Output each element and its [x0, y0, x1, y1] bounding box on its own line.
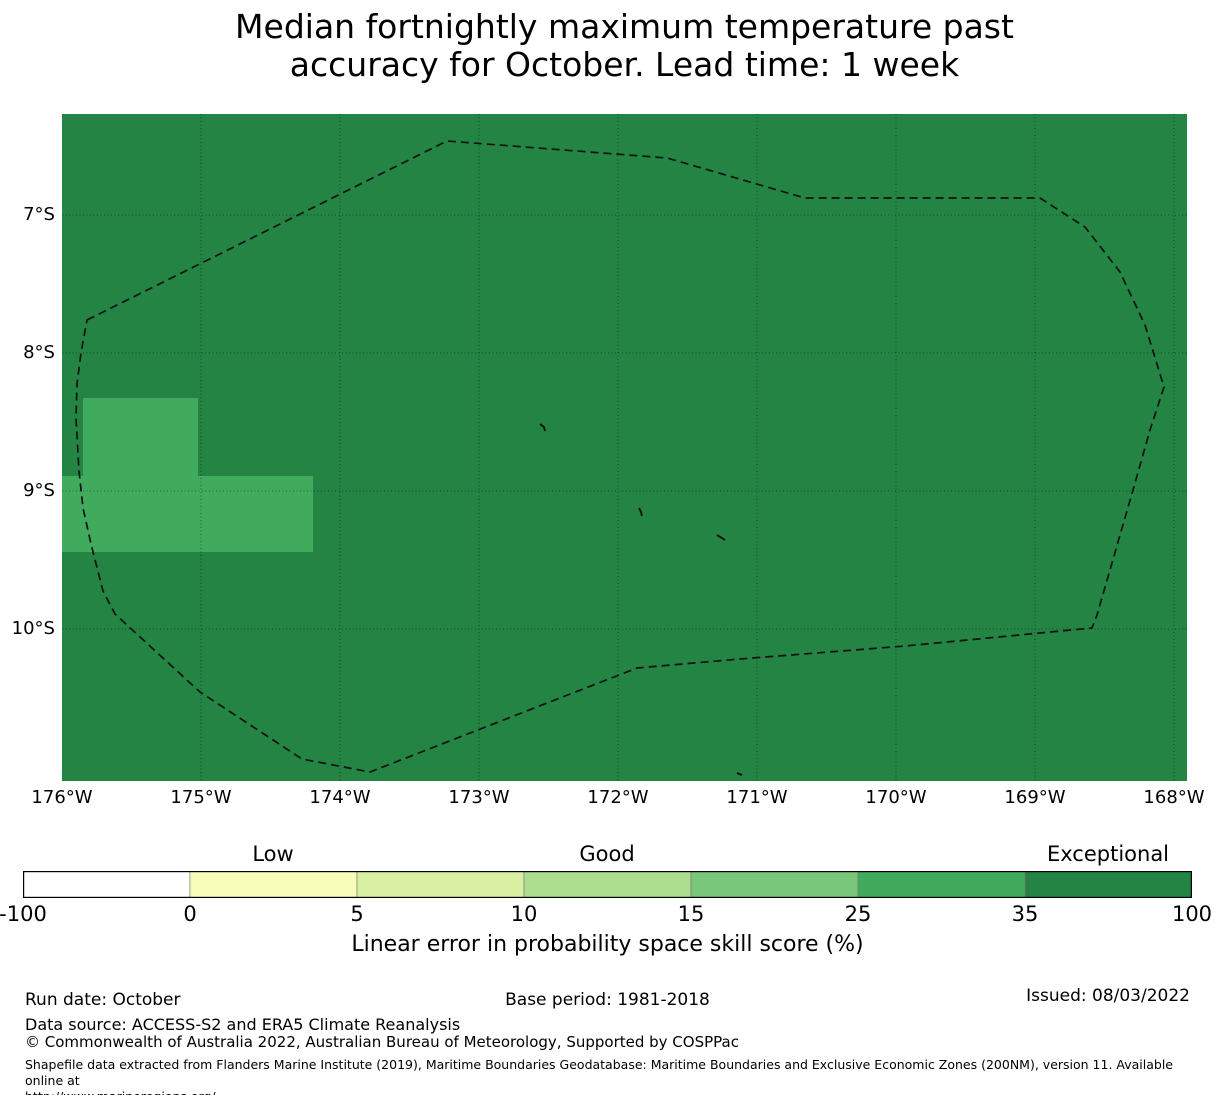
colorbar-segment-1: [23, 871, 191, 898]
colorbar-segments: [23, 871, 1192, 898]
lat-tick-9s: 9°S: [23, 480, 55, 501]
island-mark-2: [638, 507, 643, 517]
skill-highlight-cells: [62, 398, 313, 552]
lon-tick-169w: 169°W: [1004, 787, 1066, 808]
shapefile-attribution-line-1: Shapefile data extracted from Flanders M…: [25, 1057, 1173, 1088]
lon-tick-175w: 175°W: [170, 787, 232, 808]
colorbar-outline: [23, 871, 1192, 898]
base-period-text: Base period: 1981-2018: [505, 990, 710, 1010]
title-line-1: Median fortnightly maximum temperature p…: [235, 7, 1014, 46]
run-date-text: Run date: October: [25, 990, 181, 1010]
data-source-text: Data source: ACCESS-S2 and ERA5 Climate …: [25, 1015, 461, 1034]
colorbar-category-good: Good: [579, 842, 635, 866]
lon-tick-173w: 173°W: [448, 787, 510, 808]
island-marks: [539, 423, 743, 776]
lon-tick-172w: 172°W: [587, 787, 649, 808]
lat-tick-10s: 10°S: [11, 618, 55, 639]
colorbar-tick-0: 0: [183, 902, 197, 926]
colorbar-tick-35: 35: [1011, 902, 1039, 926]
colorbar-category-low: Low: [252, 842, 294, 866]
colorbar-axis-label: Linear error in probability space skill …: [351, 932, 864, 957]
shapefile-attribution: Shapefile data extracted from Flanders M…: [25, 1057, 1205, 1095]
island-mark-1: [539, 423, 546, 432]
colorbar-tick-100: 100: [1171, 902, 1213, 926]
island-mark-3: [716, 534, 726, 541]
figure-title: Median fortnightly maximum temperature p…: [62, 8, 1187, 84]
map-plot-area: [62, 114, 1187, 781]
lon-tick-170w: 170°W: [865, 787, 927, 808]
map-background-skill-region: [62, 114, 1187, 781]
lon-tick-168w: 168°W: [1143, 787, 1205, 808]
colorbar-segment-7: [1024, 871, 1192, 898]
colorbar-tick-5: 5: [350, 902, 364, 926]
skill-cell-upper: [83, 398, 198, 476]
colorbar-segment-6: [857, 871, 1026, 898]
colorbar: [23, 871, 1192, 898]
colorbar-category-exceptional: Exceptional: [1046, 842, 1170, 866]
colorbar-tick-10: 10: [510, 902, 538, 926]
colorbar-segment-2: [189, 871, 358, 898]
lon-tick-171w: 171°W: [726, 787, 788, 808]
colorbar-segment-4: [523, 871, 692, 898]
copyright-text: © Commonwealth of Australia 2022, Austra…: [25, 1033, 739, 1051]
title-line-2: accuracy for October. Lead time: 1 week: [289, 45, 960, 84]
graticule-gridlines: [62, 114, 1187, 781]
lon-tick-174w: 174°W: [309, 787, 371, 808]
colorbar-segment-3: [356, 871, 525, 898]
issued-date-text: Issued: 08/03/2022: [1026, 986, 1190, 1006]
shapefile-attribution-line-2: http://www.marineregions.org/.: [25, 1089, 1205, 1095]
colorbar-tick-25: 25: [844, 902, 872, 926]
colorbar-tick-15: 15: [677, 902, 705, 926]
skill-cell-lower-band: [62, 476, 313, 552]
eez-boundary-outline: [75, 140, 1165, 773]
lon-tick-176w: 176°W: [31, 787, 93, 808]
map-svg: [62, 114, 1187, 781]
island-mark-4: [736, 772, 743, 776]
lat-tick-8s: 8°S: [23, 342, 55, 363]
lat-tick-7s: 7°S: [23, 204, 55, 225]
colorbar-tick-neg100: -100: [0, 902, 47, 926]
colorbar-segment-5: [690, 871, 859, 898]
